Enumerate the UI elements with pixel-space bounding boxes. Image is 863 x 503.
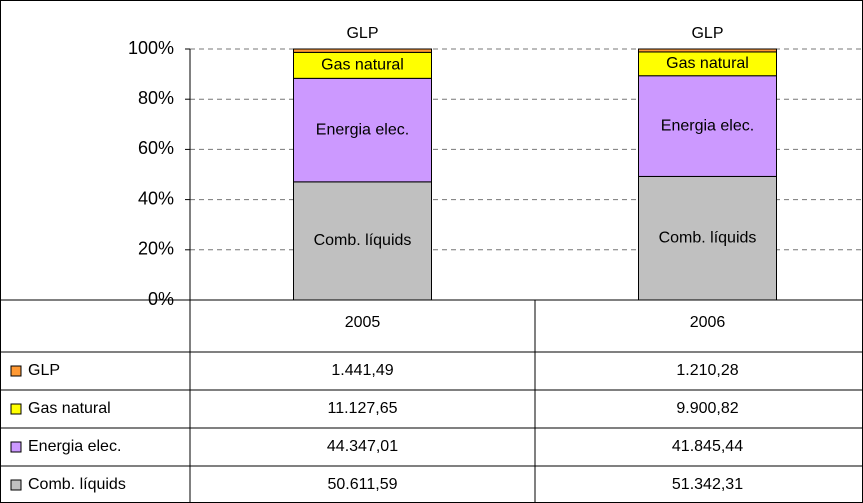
data-label: Energia elec. (661, 117, 754, 134)
data-label: Energia elec. (316, 121, 409, 138)
table-value: 41.845,44 (672, 438, 743, 455)
y-tick-label: 60% (138, 138, 174, 158)
legend-swatch (10, 479, 22, 491)
table-value: 1.441,49 (331, 362, 393, 379)
legend-swatch (10, 441, 22, 453)
bar-segment (638, 48, 777, 53)
legend-swatch (10, 403, 22, 415)
table-value: 44.347,01 (327, 438, 398, 455)
bar-segment (293, 48, 432, 53)
bar-segment (638, 175, 777, 301)
x-tick-label: 2006 (690, 314, 726, 331)
data-label: Gas natural (321, 57, 404, 74)
y-tick-label: 0% (148, 289, 174, 309)
y-tick-label: 100% (128, 38, 174, 58)
y-tick-label: 20% (138, 239, 174, 259)
data-label: Comb. líquids (659, 229, 757, 246)
table-value: 1.210,28 (676, 362, 738, 379)
bar-segment (293, 181, 432, 301)
data-label: GLP (691, 25, 723, 42)
legend-swatch (10, 365, 22, 377)
table-value: 11.127,65 (328, 400, 398, 417)
legend-label: Comb. líquids (28, 476, 126, 493)
table-value: 50.611,59 (328, 476, 398, 493)
data-label: Gas natural (666, 55, 749, 72)
y-tick-label: 40% (138, 188, 174, 208)
legend-label: Energia elec. (28, 438, 121, 455)
y-tick-label: 80% (138, 88, 174, 108)
x-tick-label: 2005 (345, 314, 381, 331)
legend-label: Gas natural (28, 400, 111, 417)
table-value: 9.900,82 (676, 400, 738, 417)
legend-label: GLP (28, 362, 60, 379)
data-label: Comb. líquids (314, 232, 412, 249)
bar-segment (638, 75, 777, 177)
table-value: 51.342,31 (672, 476, 743, 493)
data-label: GLP (346, 25, 378, 42)
